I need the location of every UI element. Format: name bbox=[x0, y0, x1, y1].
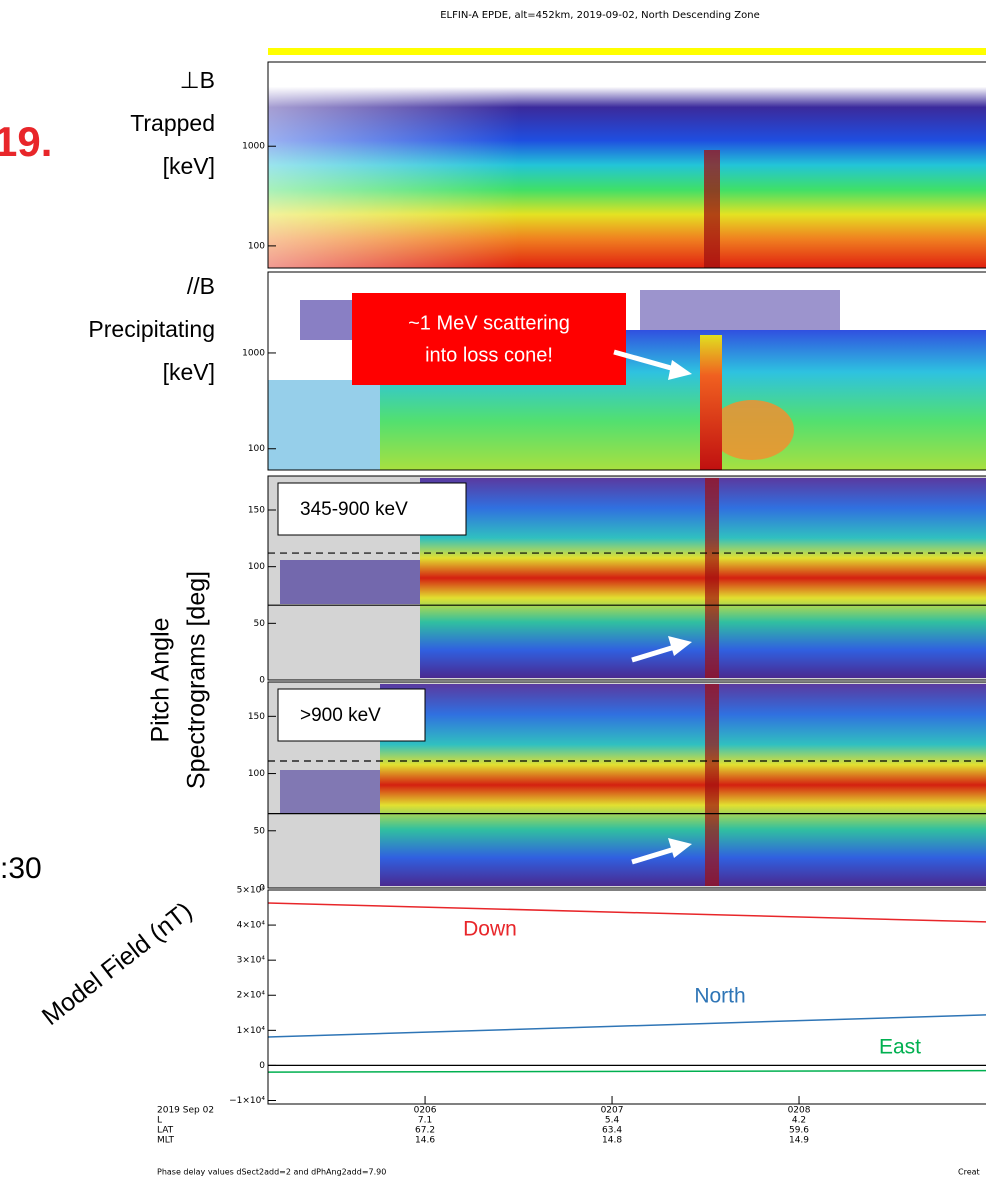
series-label: East bbox=[879, 1036, 921, 1059]
figure-title: ELFIN-A EPDE, alt=452km, 2019-09-02, Nor… bbox=[440, 10, 760, 21]
y-tick-label: −1×10⁴ bbox=[229, 1096, 265, 1106]
y-tick-label: 100 bbox=[248, 444, 265, 454]
series-label: Down bbox=[463, 918, 517, 941]
slide-number: 19. bbox=[0, 118, 52, 165]
annotation-text: into loss cone! bbox=[425, 344, 553, 366]
spectrogram-image bbox=[300, 300, 360, 340]
arrow-head bbox=[668, 636, 692, 656]
ylabel-line: Spectrograms [deg] bbox=[183, 571, 211, 789]
arrow-head bbox=[668, 360, 692, 380]
panel-label: >900 keV bbox=[300, 705, 381, 726]
x-row-value: 5.4 bbox=[605, 1116, 620, 1126]
spectrogram-shade bbox=[268, 62, 986, 268]
panel-frame bbox=[267, 61, 986, 269]
annotation-text: ~1 MeV scattering bbox=[408, 312, 570, 334]
panel-frame bbox=[267, 681, 986, 889]
spectrogram-patch bbox=[710, 400, 794, 460]
panel-frame bbox=[267, 475, 986, 681]
panel-label-box bbox=[277, 482, 467, 536]
x-tick-label: 0207 bbox=[601, 1106, 624, 1116]
series-line bbox=[267, 1014, 986, 1038]
arrow bbox=[631, 643, 679, 663]
annotation-box bbox=[352, 293, 626, 385]
y-tick-label: 50 bbox=[254, 826, 266, 836]
y-tick-label: 3×10⁴ bbox=[237, 956, 266, 966]
x-row-value: 14.6 bbox=[415, 1136, 435, 1146]
x-row-label: L bbox=[157, 1116, 162, 1126]
ylabel-line: Precipitating bbox=[88, 316, 215, 342]
spectrogram-strip bbox=[705, 478, 719, 678]
y-tick-label: 5×10⁴ bbox=[237, 886, 266, 896]
x-row-value: 14.8 bbox=[602, 1136, 622, 1146]
x-row-label: MLT bbox=[157, 1136, 175, 1146]
spectrogram-image bbox=[640, 290, 840, 330]
footer: Phase delay values dSect2add=2 and dPhAn… bbox=[157, 1168, 386, 1177]
x-row-label: LAT bbox=[157, 1126, 174, 1136]
x-row-value: 14.9 bbox=[789, 1136, 809, 1146]
y-tick-label: 0 bbox=[259, 1061, 265, 1071]
y-tick-label: 50 bbox=[254, 619, 266, 629]
y-tick-label: 100 bbox=[248, 562, 265, 572]
spectrogram-strip bbox=[700, 335, 722, 470]
ylabel-line: ⊥B bbox=[180, 67, 215, 93]
spectrogram-strip bbox=[705, 684, 719, 886]
arrow bbox=[631, 845, 679, 865]
series-label: North bbox=[694, 985, 745, 1008]
arrow bbox=[613, 349, 679, 373]
y-tick-label: 4×10⁴ bbox=[237, 921, 266, 931]
arrow-head bbox=[668, 838, 692, 858]
x-date: 2019 Sep 02 bbox=[157, 1106, 214, 1116]
panel-frame bbox=[267, 271, 986, 471]
spectrogram-image bbox=[380, 684, 986, 886]
spectrogram-image bbox=[268, 380, 380, 470]
spectrogram-strip bbox=[704, 150, 720, 268]
spectrogram-image bbox=[280, 560, 420, 604]
panel-frame bbox=[267, 889, 986, 1105]
y-tick-label: 1×10⁴ bbox=[237, 1026, 266, 1036]
spectrogram-image bbox=[280, 770, 380, 814]
x-row-value: 7.1 bbox=[418, 1116, 432, 1126]
x-row-value: 67.2 bbox=[415, 1126, 435, 1136]
series-line bbox=[267, 1069, 986, 1073]
left-fragment: :30 bbox=[0, 852, 42, 885]
x-row-value: 59.6 bbox=[789, 1126, 809, 1136]
footer-right: Creat bbox=[958, 1168, 980, 1177]
plot-background bbox=[268, 890, 986, 1104]
panel-label-box bbox=[277, 688, 426, 742]
ylabel-line: [keV] bbox=[163, 359, 215, 385]
y-tick-label: 150 bbox=[248, 506, 265, 516]
x-row-value: 4.2 bbox=[792, 1116, 806, 1126]
field-ylabel: Model Field (nT) bbox=[37, 897, 198, 1031]
y-tick-label: 0 bbox=[259, 884, 265, 894]
y-tick-label: 100 bbox=[248, 241, 265, 251]
y-tick-label: 150 bbox=[248, 712, 265, 722]
y-tick-label: 100 bbox=[248, 769, 265, 779]
panel-label: 345-900 keV bbox=[300, 499, 408, 520]
ylabel-line: [keV] bbox=[163, 153, 215, 179]
y-tick-label: 0 bbox=[259, 676, 265, 686]
x-row-value: 63.4 bbox=[602, 1126, 622, 1136]
spectrogram-image bbox=[420, 478, 986, 678]
arrows bbox=[613, 349, 692, 865]
y-tick-label: 2×10⁴ bbox=[237, 991, 266, 1001]
ylabel-line: Trapped bbox=[130, 110, 215, 136]
ylabel-line: //B bbox=[187, 273, 215, 299]
ylabel-line: Pitch Angle bbox=[147, 617, 175, 742]
quality-bar bbox=[268, 48, 986, 55]
x-tick-label: 0206 bbox=[414, 1106, 437, 1116]
y-tick-label: 1000 bbox=[242, 348, 265, 358]
y-tick-label: 1000 bbox=[242, 142, 265, 152]
shared-ylabel: Pitch Angle Spectrograms [deg] bbox=[147, 571, 211, 789]
series-line bbox=[267, 902, 986, 923]
x-tick-label: 0208 bbox=[788, 1106, 811, 1116]
